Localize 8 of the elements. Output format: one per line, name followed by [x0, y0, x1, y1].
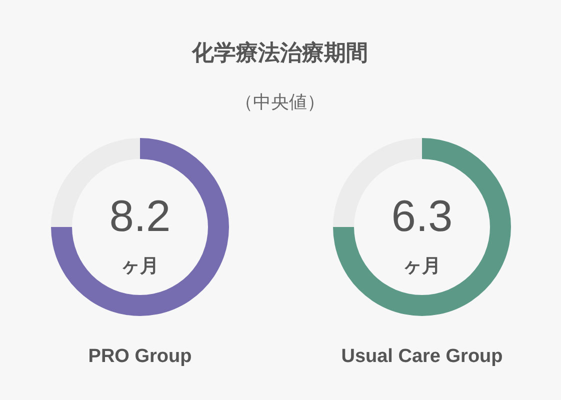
text: 化学療法治療期間 [191, 40, 368, 65]
text: （中央値） [235, 92, 325, 112]
text: Usual Care Group [341, 346, 503, 367]
text: 6.3 [391, 192, 453, 241]
text: ヶ月 [403, 256, 441, 277]
text: ヶ月 [121, 256, 159, 277]
text: PRO Group [88, 346, 192, 367]
text: 8.2 [109, 192, 171, 241]
